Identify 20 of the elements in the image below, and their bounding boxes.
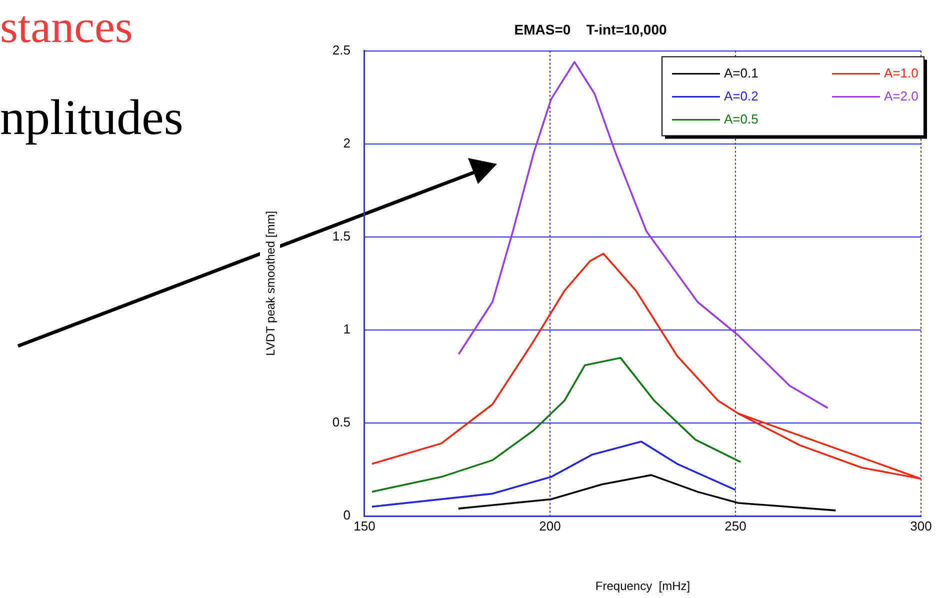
y-axis-title: LVDT peak smoothed [mm]: [264, 210, 278, 356]
x-axis-title: Frequency [mHz]: [595, 579, 690, 594]
x-tick-label: 250: [724, 518, 746, 534]
x-tick-label: 300: [910, 518, 932, 534]
y-tick-label: 1.5: [332, 228, 350, 244]
legend-label: A=0.2: [724, 88, 758, 104]
text: nplitudes: [0, 89, 184, 145]
y-tick-label: 2: [343, 135, 350, 150]
x-tick-label: 200: [539, 518, 561, 534]
legend-label: A=0.5: [724, 111, 758, 126]
chart-title: EMAS=0 T-int=10,000: [514, 21, 667, 38]
y-tick-label: 0: [343, 508, 350, 523]
text: stances: [0, 1, 133, 52]
y-tick-label: 0.5: [332, 414, 350, 430]
x-tick-label: 150: [354, 518, 376, 534]
y-tick-label: 1: [343, 322, 350, 336]
legend-label: A=1.0: [884, 65, 918, 80]
legend-label: A=2.0: [884, 88, 918, 104]
y-tick-label: 2.5: [332, 42, 350, 58]
legend-label: A=0.1: [724, 65, 758, 80]
